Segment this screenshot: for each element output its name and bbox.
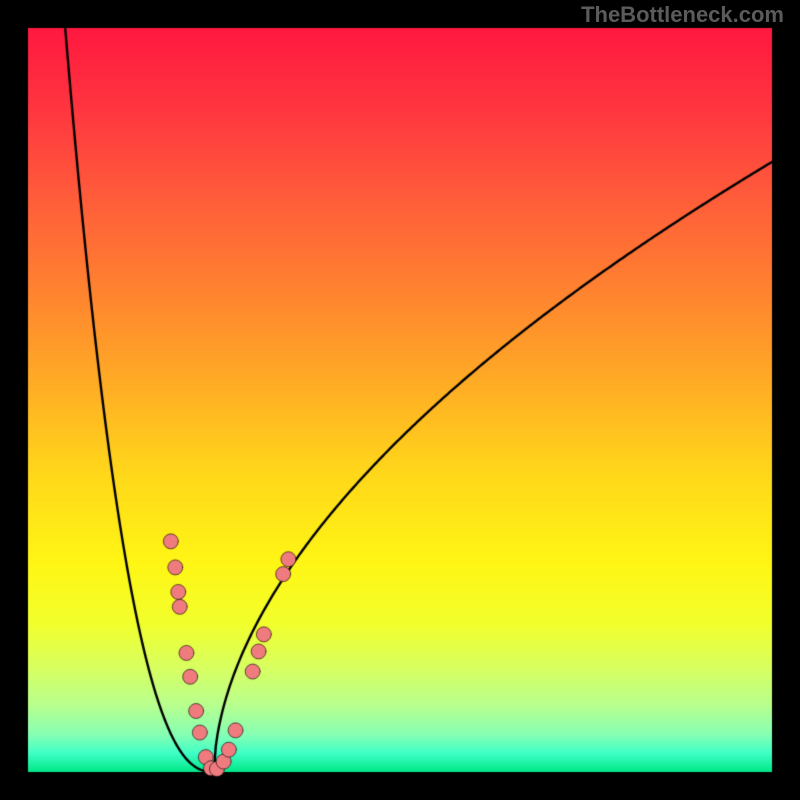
bottleneck-curve-chart xyxy=(0,0,800,800)
chart-stage: TheBottleneck.com xyxy=(0,0,800,800)
watermark-text: TheBottleneck.com xyxy=(581,2,784,28)
